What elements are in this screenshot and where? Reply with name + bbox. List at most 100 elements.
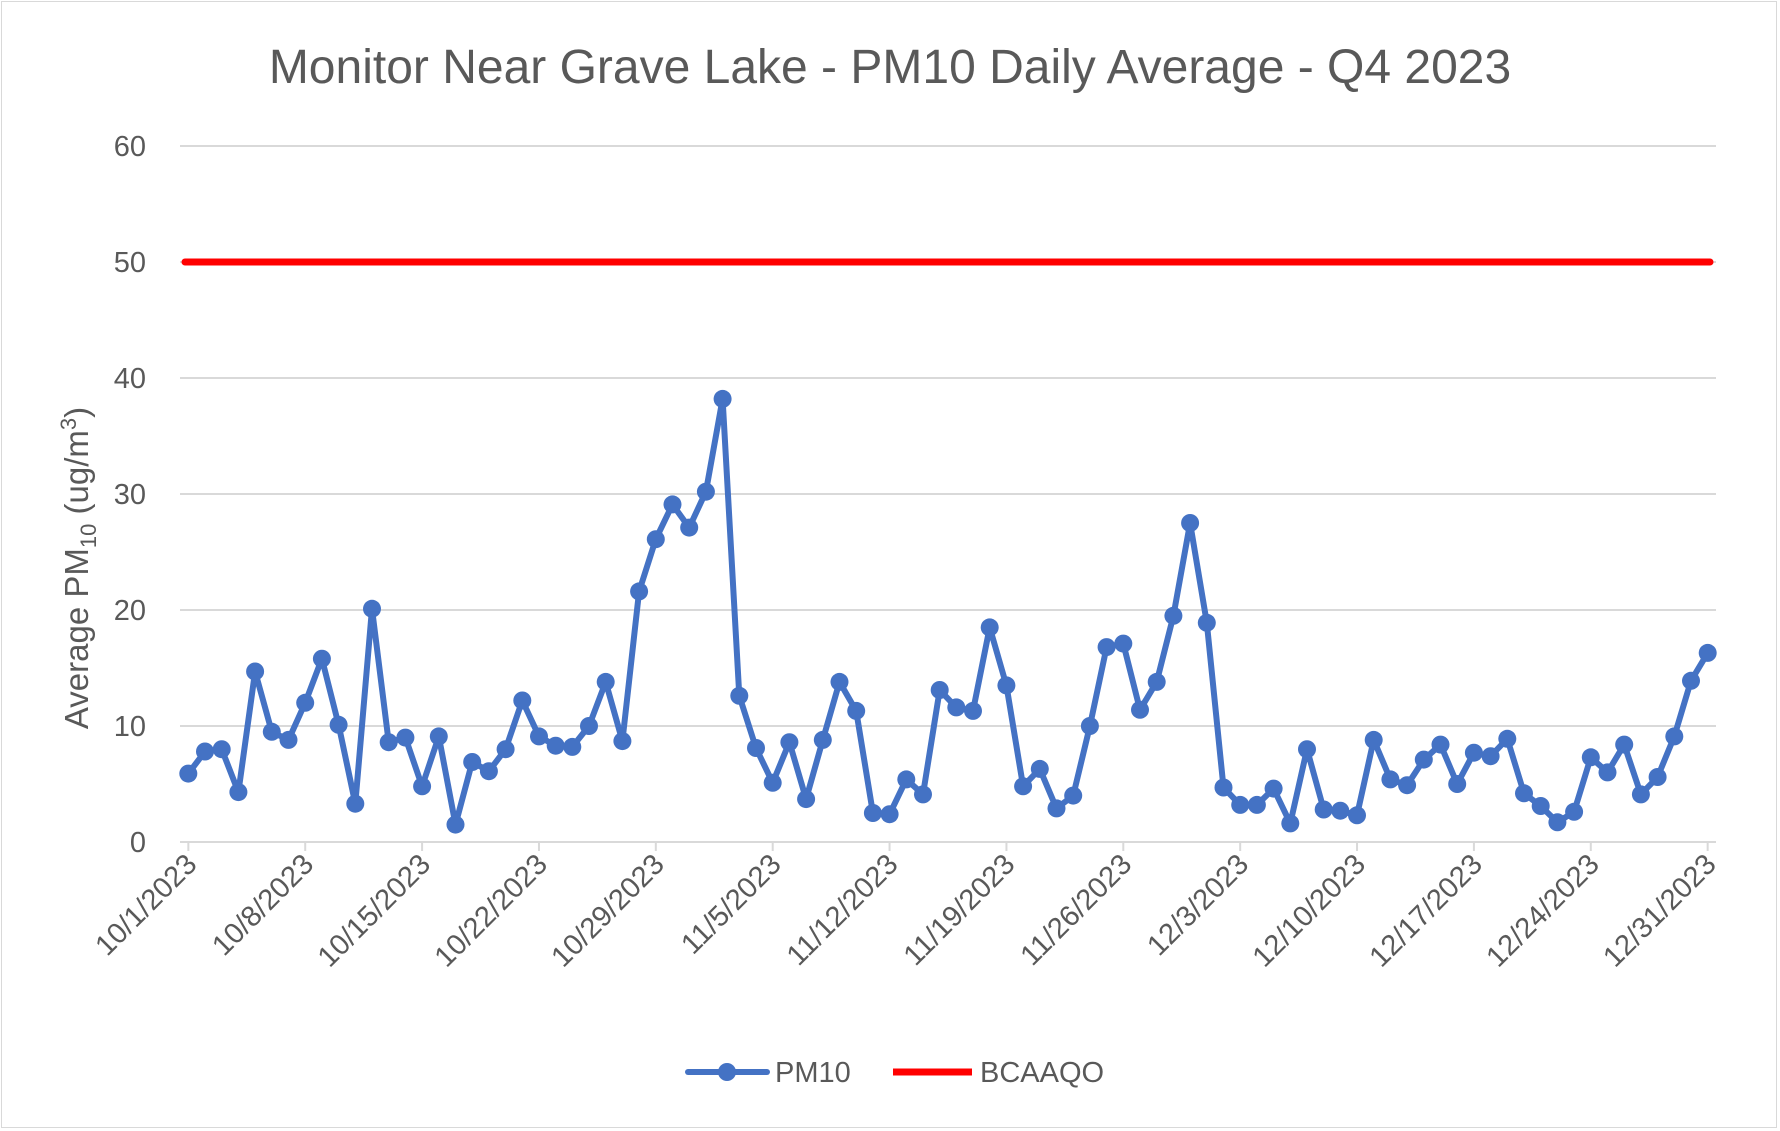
- x-tick-label: 12/3/2023: [1141, 848, 1255, 962]
- pm10-data-point: [229, 783, 248, 802]
- pm10-data-point: [813, 730, 832, 749]
- pm10-data-point: [196, 742, 214, 761]
- legend-bcaaqo-label: BCAAQO: [980, 1057, 1104, 1089]
- pm10-data-point: [1431, 735, 1450, 754]
- pm10-data-point: [730, 686, 749, 705]
- pm10-data-point: [1598, 763, 1617, 782]
- pm10-data-point: [1531, 797, 1550, 815]
- pm10-data-point: [530, 727, 548, 746]
- pm10-data-point: [396, 728, 415, 747]
- pm10-data-point: [780, 733, 799, 752]
- pm10-data-point: [429, 727, 448, 746]
- pm10-data-point: [613, 732, 632, 751]
- pm10-data-point: [363, 599, 381, 618]
- x-tick-label: 11/19/2023: [898, 848, 1022, 972]
- pm10-data-point: [1565, 802, 1584, 821]
- pm10-data-point: [1698, 643, 1717, 662]
- pm10-data-point: [997, 676, 1016, 695]
- pm10-data-point: [546, 736, 565, 755]
- pm10-data-point: [1364, 730, 1383, 749]
- y-tick-label-20: 20: [114, 595, 146, 627]
- pm10-data-point: [212, 740, 231, 759]
- pm10-data-point: [847, 701, 866, 720]
- pm10-data-point: [696, 482, 715, 501]
- y-tick-label-30: 30: [114, 479, 146, 511]
- pm10-data-point: [1615, 735, 1634, 754]
- pm10-data-point: [413, 777, 432, 796]
- pm10-data-point: [463, 753, 482, 771]
- pm10-data-point: [496, 740, 515, 759]
- pm10-data-point: [747, 739, 765, 757]
- x-tick-label: 11/12/2023: [781, 848, 905, 972]
- pm10-data-point: [980, 618, 999, 637]
- pm10-data-point: [1665, 727, 1684, 746]
- pm10-data-point: [1147, 672, 1166, 691]
- pm10-data-point: [329, 715, 348, 734]
- x-tick-label: 12/17/2023: [1364, 848, 1489, 973]
- pm10-data-point: [1348, 806, 1366, 825]
- x-tick-label: 10/22/2023: [429, 848, 554, 973]
- pm10-data-point: [830, 672, 849, 691]
- pm10-data-point: [1498, 729, 1517, 748]
- y-axis-label: Average PM10 (ug/m3): [56, 407, 101, 729]
- pm10-data-point: [1064, 786, 1083, 805]
- pm10-data-point: [1164, 606, 1183, 625]
- pm10-data-point: [914, 785, 932, 804]
- pm10-data-point: [1114, 634, 1133, 653]
- legend-pm10-marker-swatch: [718, 1063, 736, 1081]
- pm10-data-point: [1314, 800, 1333, 819]
- pm10-data-point: [797, 790, 816, 809]
- pm10-data-point: [1264, 779, 1283, 798]
- pm10-series-line: [185, 395, 1711, 828]
- pm10-data-point: [1398, 776, 1417, 795]
- pm10-data-point: [513, 691, 532, 710]
- pm10-data-point: [312, 649, 331, 668]
- pm10-data-point: [1581, 748, 1600, 767]
- legend-item-pm10: PM10: [685, 1057, 851, 1089]
- pm10-data-point: [663, 495, 682, 514]
- pm10-data-point: [1515, 784, 1533, 803]
- pm10-data-point: [713, 389, 732, 408]
- series-layer: [179, 258, 1717, 834]
- pm10-data-point: [1231, 795, 1250, 814]
- y-tick-label-0: 0: [130, 827, 146, 859]
- pm10-data-point: [1464, 743, 1483, 762]
- x-tick-label: 12/24/2023: [1480, 848, 1605, 973]
- pm10-data-point: [1481, 747, 1500, 766]
- x-tick-label: 11/26/2023: [1015, 848, 1139, 972]
- x-tick-label: 10/15/2023: [312, 848, 437, 973]
- y-tick-label-40: 40: [114, 363, 146, 395]
- legend: PM10 BCAAQO: [685, 1057, 1104, 1089]
- pm10-data-point: [1014, 777, 1033, 796]
- pm10-data-point: [179, 764, 198, 783]
- x-tick-label: 10/1/2023: [89, 848, 203, 962]
- pm10-data-point: [1648, 768, 1667, 786]
- pm10-data-point: [1181, 514, 1200, 532]
- pm10-data-point: [379, 733, 398, 752]
- pm10-data-point: [1448, 775, 1467, 793]
- pm10-data-point: [346, 794, 365, 813]
- x-tick-label: 10/8/2023: [206, 848, 320, 962]
- pm10-data-point: [1214, 778, 1233, 797]
- pm10-data-point: [1197, 613, 1216, 632]
- legend-item-bcaaqo: BCAAQO: [893, 1057, 1104, 1089]
- pm10-data-point: [1414, 750, 1433, 769]
- pm10-data-point: [1682, 671, 1700, 690]
- x-tick-label: 11/5/2023: [675, 848, 787, 960]
- pm10-data-point: [930, 681, 949, 699]
- pm10-data-point: [1298, 740, 1316, 759]
- pm10-data-point: [897, 770, 916, 789]
- pm10-data-point: [680, 518, 699, 537]
- pm10-data-point: [947, 698, 966, 717]
- y-tick-label-10: 10: [114, 711, 146, 743]
- pm10-data-point: [1631, 785, 1650, 804]
- pm10-data-point: [446, 815, 465, 834]
- pm10-data-point: [1331, 801, 1350, 820]
- pm10-data-point: [964, 701, 982, 720]
- pm10-data-point: [630, 582, 649, 601]
- pm10-data-point: [246, 662, 265, 681]
- pm10-data-point: [1097, 638, 1116, 657]
- pm10-data-point: [1281, 814, 1300, 833]
